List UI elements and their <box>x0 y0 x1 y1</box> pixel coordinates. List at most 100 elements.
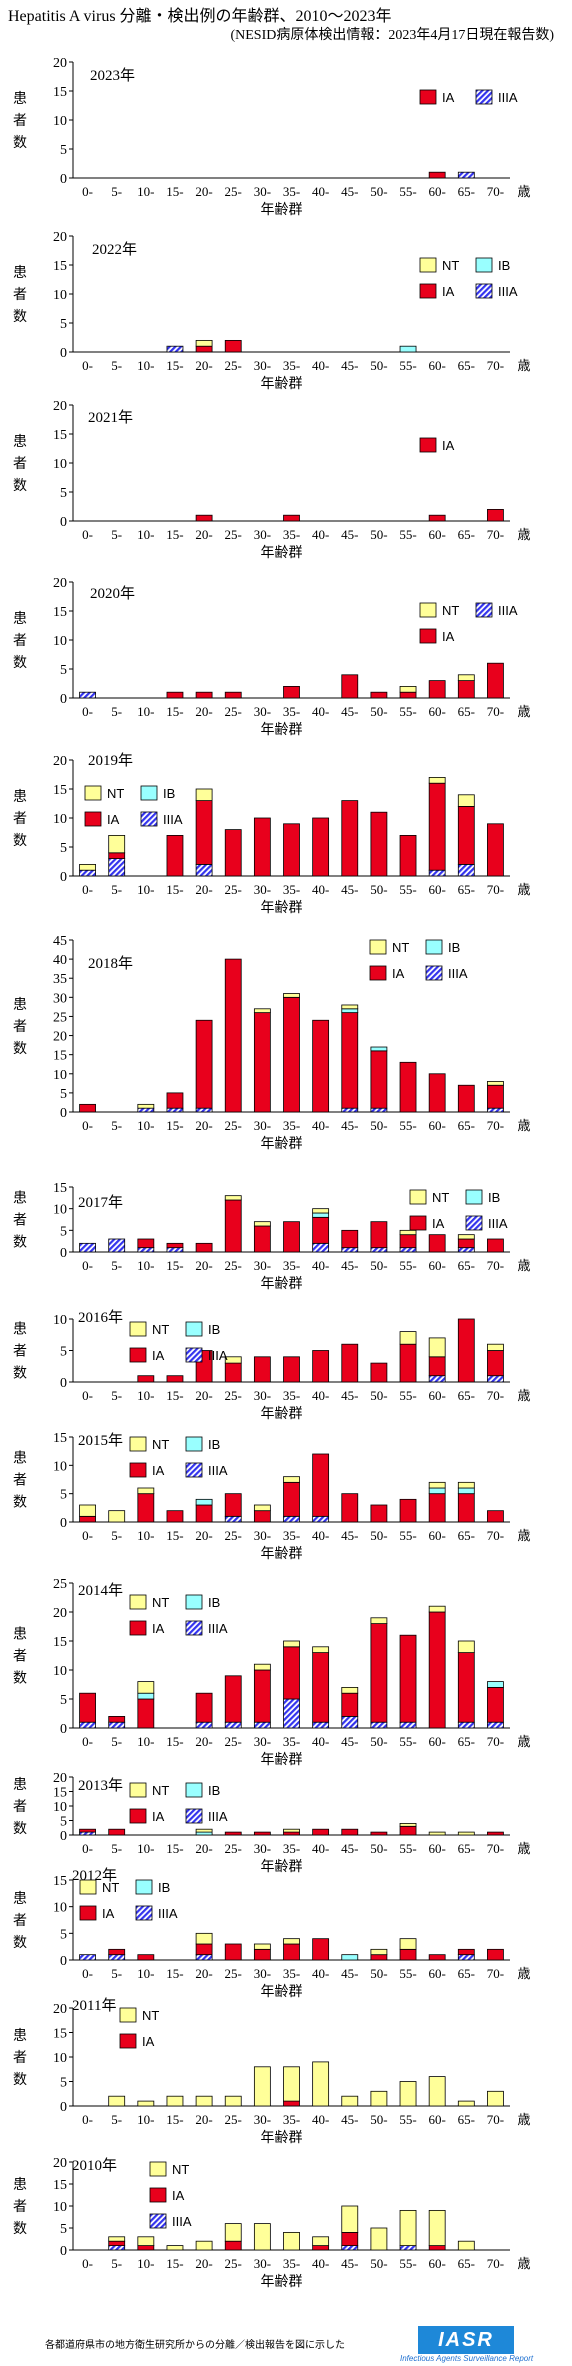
legend-label-IA: IA <box>152 1809 165 1824</box>
bar-NT-5 <box>108 2095 126 2107</box>
bar-IIIA-0 <box>79 1831 96 1836</box>
legend-swatch-IA <box>119 2033 137 2049</box>
x-tick-label: 40- <box>312 1528 329 1543</box>
legend-label-IA: IA <box>107 812 120 827</box>
x-tick-label: 25- <box>225 2112 242 2127</box>
legend-swatch-NT <box>129 1436 147 1452</box>
y-tick-label: 5 <box>60 841 67 856</box>
legend-label-IIIA: IIIA <box>163 812 183 827</box>
y-axis-label: 者 <box>13 1799 27 1815</box>
x-tick-label: 20- <box>195 2256 212 2271</box>
bar-NT-50 <box>370 1617 388 1625</box>
bar-NT-65 <box>457 2100 475 2107</box>
x-tick-label: 0- <box>82 2256 93 2271</box>
x-tick-label: 0- <box>82 1528 93 1543</box>
legend-swatch-IA <box>419 437 437 453</box>
legend-swatch-NT <box>129 1782 147 1798</box>
x-tick-label: 15- <box>166 704 183 719</box>
x-tick-label: 5- <box>111 1258 122 1273</box>
y-tick-label: 0 <box>60 2100 67 2115</box>
legend-swatch-NT <box>419 602 437 618</box>
x-tick-label: 45- <box>341 1528 358 1543</box>
bar-IA-45 <box>341 800 359 877</box>
x-tick-label: 65- <box>458 2256 475 2271</box>
x-tick-label: 70- <box>487 1388 504 1403</box>
bar-NT-30 <box>253 1504 271 1512</box>
x-tick-label: 10- <box>137 1528 154 1543</box>
bar-IIIA-65 <box>457 1954 475 1961</box>
year-label: 2016年 <box>78 1309 123 1326</box>
chart-panel-2014: 0 5 10 15 20 25 患者数 0- 5- 10- 15- 20- 25- 30- 35- 40- 45… <box>13 1577 531 1768</box>
bar-NT-20 <box>195 788 213 802</box>
bar-IIIA-30 <box>253 1721 271 1729</box>
bar-IIIA-0 <box>79 691 96 699</box>
bar-IA-30 <box>253 1356 271 1383</box>
legend-label-IIIA: IIIA <box>172 2214 192 2229</box>
y-tick-label: 10 <box>53 1203 67 1218</box>
x-tick-label: 20- <box>195 1258 212 1273</box>
x-tick-label: 10- <box>137 2112 154 2127</box>
x-tick-label: 65- <box>458 1118 475 1133</box>
x-tick-label: 40- <box>312 184 329 199</box>
bar-NT-10 <box>137 1103 155 1109</box>
year-label: 2010年 <box>72 2157 117 2174</box>
x-tick-label: 5- <box>111 527 122 542</box>
bar-IA-0 <box>79 1103 96 1113</box>
x-tick-label: 35- <box>283 1841 300 1856</box>
bar-IIIA-10 <box>137 1247 155 1253</box>
bar-IIIA-10 <box>137 1107 155 1113</box>
legend-swatch-IA <box>129 1347 147 1363</box>
year-label: 2014年 <box>78 1582 123 1599</box>
year-label: 2011年 <box>72 1997 116 2014</box>
y-tick-label: 0 <box>60 1376 67 1391</box>
legend-swatch-IA <box>369 965 387 981</box>
x-tick-label: 0- <box>82 1841 93 1856</box>
legend-label-IB: IB <box>208 1595 220 1610</box>
bar-IIIA-15 <box>166 345 184 353</box>
y-axis-label: 者 <box>13 1649 27 1665</box>
bar-IA-55 <box>399 691 417 699</box>
y-tick-label: 20 <box>53 754 67 769</box>
x-tick-label: 50- <box>370 1734 387 1749</box>
x-tick-label: 40- <box>312 527 329 542</box>
x-tick-label: 55- <box>399 1734 416 1749</box>
x-tick-label: 0- <box>82 358 93 373</box>
bar-IA-50 <box>370 1504 388 1523</box>
y-axis-label: 数 <box>13 1935 27 1951</box>
legend-label-NT: NT <box>107 786 124 801</box>
bar-NT-30 <box>253 2066 271 2107</box>
bar-IA-10 <box>137 2245 155 2251</box>
bar-IB-45 <box>341 1008 359 1014</box>
x-tick-label: 70- <box>487 1528 504 1543</box>
legend-swatch-NT <box>129 1594 147 1610</box>
y-tick-label: 15 <box>53 1786 67 1801</box>
legend-label-IB: IB <box>498 258 510 273</box>
bar-NT-60 <box>428 1605 446 1613</box>
y-tick-label: 10 <box>53 634 67 649</box>
x-tick-label: 60- <box>428 704 445 719</box>
y-tick-label: 10 <box>53 457 67 472</box>
legend-label-IIIA: IIIA <box>208 1348 228 1363</box>
bar-IIIA-0 <box>79 1954 96 1961</box>
x-tick-label: 15- <box>166 2256 183 2271</box>
y-axis-label: 数 <box>13 1235 27 1251</box>
x-tick-label: 20- <box>195 704 212 719</box>
y-tick-label: 15 <box>53 428 67 443</box>
y-axis-label: 者 <box>13 1213 27 1229</box>
legend-label-IA: IA <box>442 438 455 453</box>
y-tick-label: 5 <box>60 1693 67 1708</box>
bar-IA-40 <box>312 1938 330 1961</box>
x-tick-label: 55- <box>399 2112 416 2127</box>
bar-IB-60 <box>428 1487 446 1495</box>
legend-label-NT: NT <box>432 1190 449 1205</box>
x-tick-label: 50- <box>370 882 387 897</box>
x-tick-label: 0- <box>82 1258 93 1273</box>
bar-NT-20 <box>195 1932 213 1945</box>
bar-IA-70 <box>487 662 504 699</box>
x-tick-label: 40- <box>312 2256 329 2271</box>
bar-IIIA-45 <box>341 1247 359 1253</box>
bar-IA-20 <box>195 800 213 865</box>
bar-NT-35 <box>283 1828 300 1833</box>
x-tick-label: 65- <box>458 882 475 897</box>
legend-label-IB: IB <box>448 940 460 955</box>
